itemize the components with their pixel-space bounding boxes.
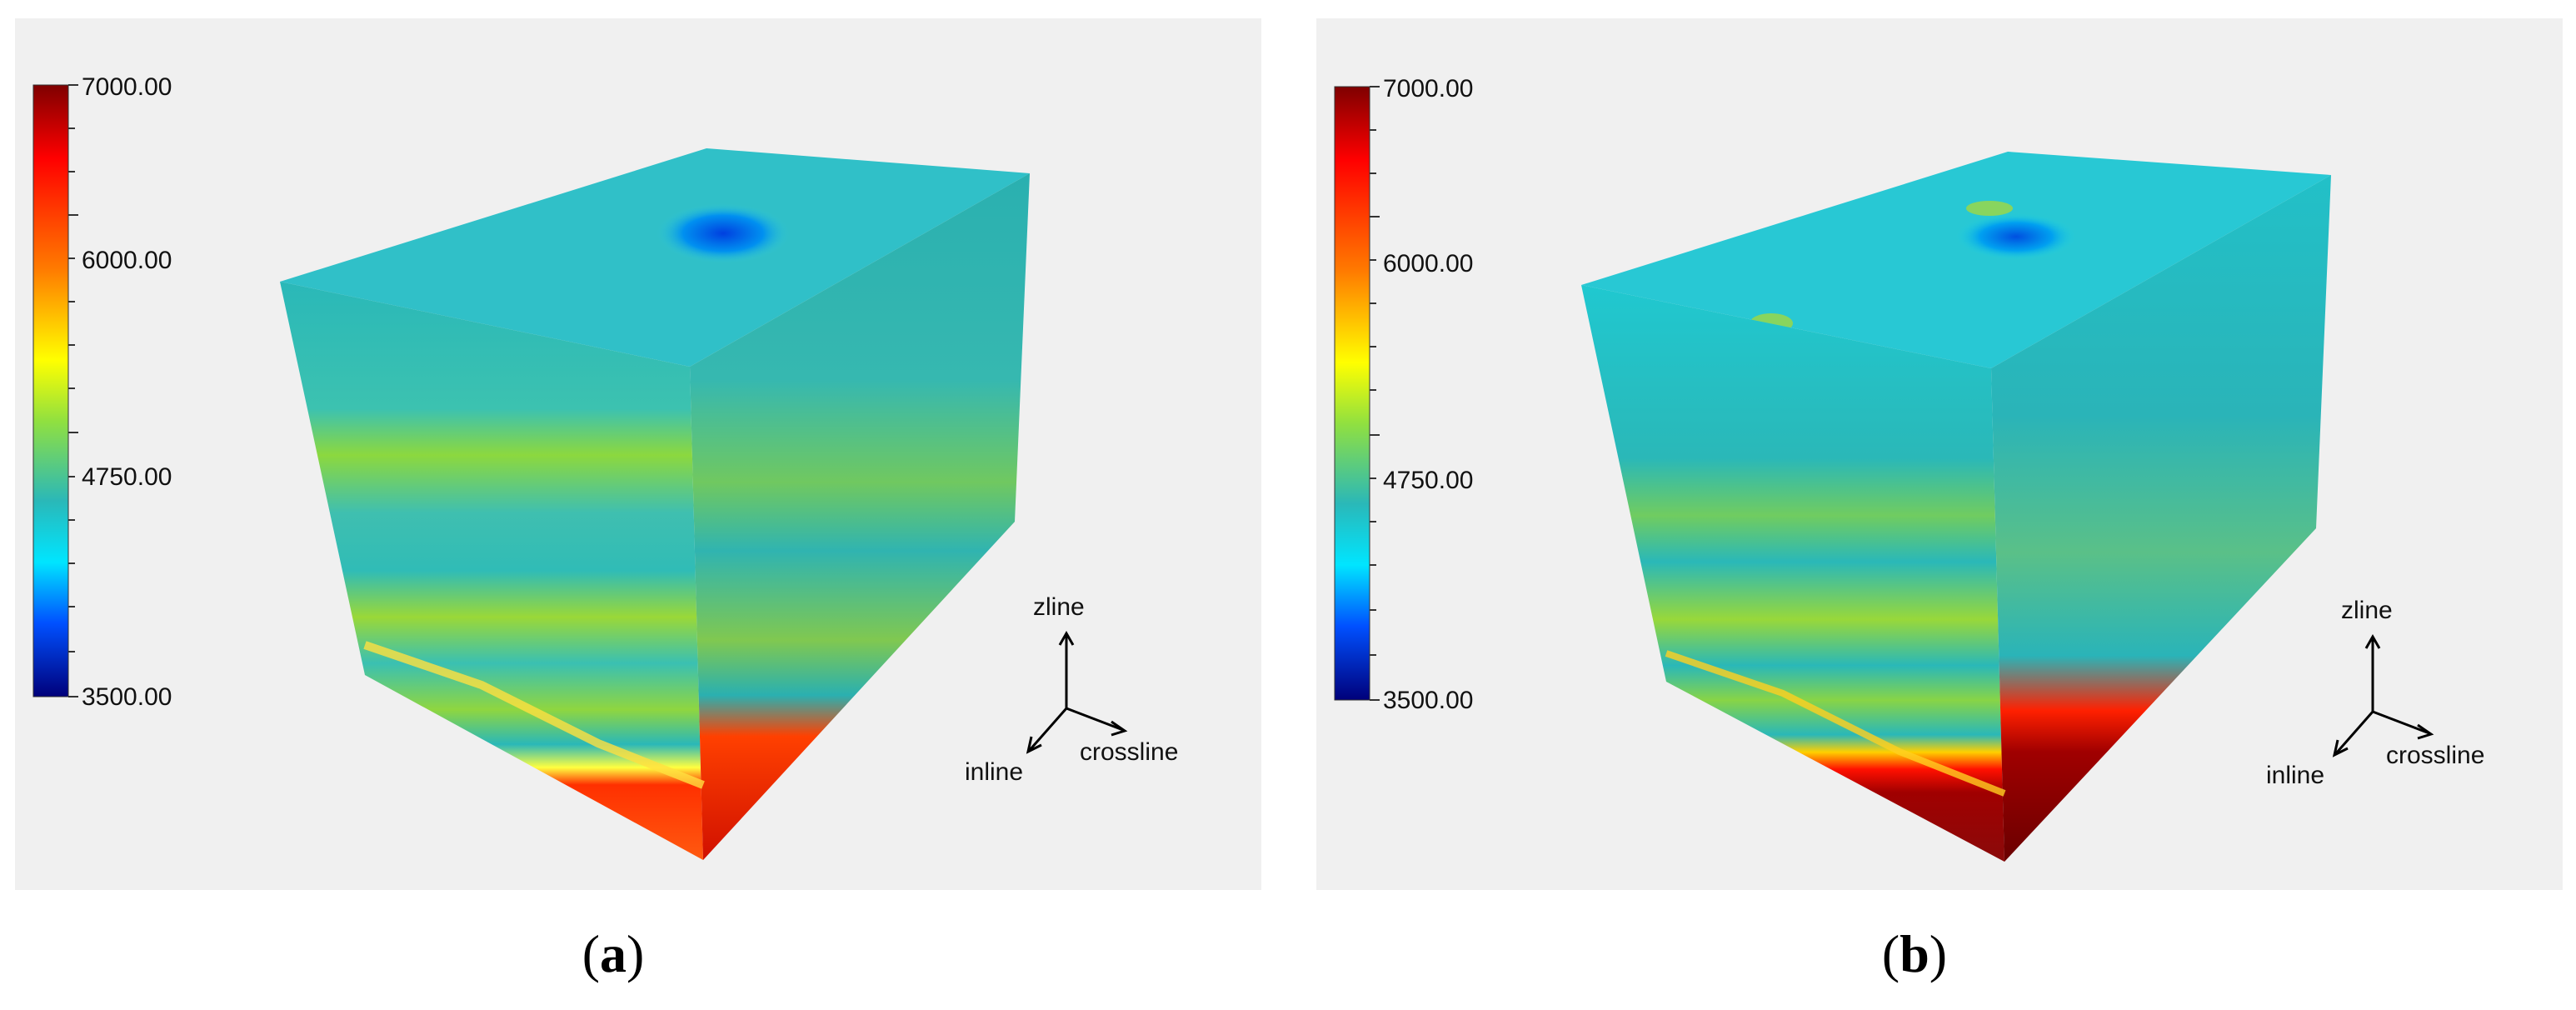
colorbar-mid2-label: 4750.00 [82,463,172,491]
colorbar [32,84,69,698]
caption-a-letter: a [600,924,627,983]
cube-side-face [690,173,1030,860]
velocity-cube [1581,152,2331,862]
low-velocity-anomaly [1956,213,2076,260]
colorbar-mid1-label: 6000.00 [82,247,172,274]
cube-front-face [280,282,703,860]
colorbar-ticks [1370,86,1380,701]
axes-indicator [1026,630,1128,754]
velocity-model-panel-b: 7000.00 6000.00 4750.00 3500.00 zline in… [1316,18,2563,890]
velocity-cube [280,148,1030,860]
axes-indicator [2332,633,2434,758]
caption-b-open: ( [1881,924,1900,983]
caption-a: (a) [530,923,696,985]
caption-b-letter: b [1900,924,1930,983]
caption-a-open: ( [582,924,600,983]
caption-b: (b) [1831,923,1998,985]
colorbar-ticks [68,84,78,698]
axis-inline-label: inline [965,758,1023,786]
panel-b-canvas: 7000.00 6000.00 4750.00 3500.00 zline in… [1334,75,2484,862]
panel-a-canvas: 7000.00 6000.00 4750.00 3500.00 zline in… [32,73,1178,860]
high-velocity-spot [1966,201,2013,216]
colorbar-mid2-label: 4750.00 [1383,467,1473,494]
axis-crossline-label: crossline [1080,738,1178,766]
colorbar-min-label: 3500.00 [1383,687,1473,714]
colorbar-min-label: 3500.00 [82,683,172,711]
caption-a-close: ) [627,924,645,983]
axis-crossline-label: crossline [2386,742,2484,769]
cube-side-face [1991,175,2331,862]
low-velocity-anomaly [656,203,790,263]
colorbar [1334,86,1370,701]
caption-b-close: ) [1929,924,1948,983]
high-velocity-boundary [1665,650,2006,797]
colorbar-mid1-label: 6000.00 [1383,250,1473,278]
velocity-model-panel-a: 7000.00 6000.00 4750.00 3500.00 zline in… [15,18,1261,890]
axis-zline-label: zline [2341,597,2393,624]
cube-front-face [1581,285,2004,862]
cube-top-face [280,148,1030,367]
colorbar-max-label: 7000.00 [1383,75,1473,102]
colorbar-max-label: 7000.00 [82,73,172,101]
axis-inline-label: inline [2266,762,2324,789]
axis-zline-label: zline [1033,593,1085,621]
high-velocity-boundary [363,641,705,789]
